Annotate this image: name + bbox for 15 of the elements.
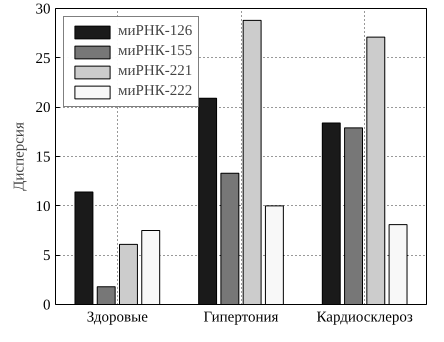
x-tick-label: Гипертония <box>204 310 279 326</box>
y-tick-label: 30 <box>36 2 50 18</box>
legend-label: миРНК-221 <box>118 63 192 80</box>
legend-label: миРНК-155 <box>118 43 192 60</box>
y-tick-label: 5 <box>43 248 50 264</box>
y-tick-label: 10 <box>36 198 50 215</box>
y-axis-title: Дисперсия <box>12 122 28 191</box>
x-tick-label: Здоровые <box>86 310 148 326</box>
y-tick-label: 15 <box>36 150 50 166</box>
y-tick-label: 0 <box>43 298 50 314</box>
legend-label: миРНК-222 <box>118 83 192 100</box>
y-tick-label: 25 <box>36 50 50 67</box>
x-tick-label: Кардиосклероз <box>316 310 413 326</box>
legend-label: миРНК-126 <box>118 23 192 40</box>
y-tick-label: 20 <box>36 100 50 116</box>
